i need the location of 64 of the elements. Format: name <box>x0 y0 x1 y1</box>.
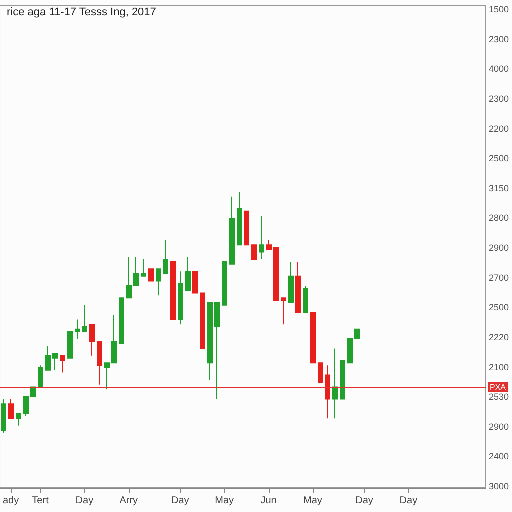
text: 2700 <box>489 272 510 283</box>
candlestick <box>325 365 330 420</box>
candlestick <box>259 216 264 260</box>
candlestick <box>82 304 87 332</box>
candlestick <box>38 365 43 388</box>
text: 2300 <box>489 94 510 104</box>
candlestick <box>60 355 65 374</box>
candlestick <box>244 210 249 246</box>
candlestick <box>281 298 286 326</box>
candlestick <box>170 261 176 320</box>
candlestick <box>156 268 161 296</box>
text: 3000 <box>489 482 510 492</box>
text: 2300 <box>489 34 510 44</box>
text: 2500 <box>489 154 510 164</box>
text: 2900 <box>489 422 510 432</box>
x-tick-label: Day <box>76 496 94 506</box>
candlestick <box>288 261 294 304</box>
x-tick-label: Day <box>400 496 418 506</box>
text: 2900 <box>489 243 510 253</box>
candlestick <box>222 261 227 306</box>
candlestick <box>237 192 242 246</box>
candlestick <box>148 268 154 282</box>
text: 2800 <box>489 213 510 224</box>
ref-line-label: PXA <box>490 382 507 392</box>
x-tick-label: May <box>215 496 234 506</box>
candlestick <box>16 413 21 426</box>
candlestick <box>178 271 183 326</box>
text: 3150 <box>489 183 510 194</box>
text: 2100 <box>489 362 510 372</box>
candlestick <box>163 240 168 274</box>
candlestick <box>97 340 102 386</box>
candlestick <box>192 271 198 294</box>
candlestick <box>185 256 191 292</box>
candlestick <box>303 286 308 314</box>
x-tick-label: Day <box>356 496 374 506</box>
candlestick <box>332 348 338 420</box>
candlestick <box>8 398 14 420</box>
x-tick-label: Tert <box>32 496 50 506</box>
x-tick-label: Arry <box>120 496 138 506</box>
x-tick-label: ady <box>3 496 20 506</box>
candlestick <box>310 312 316 364</box>
text: 1500 <box>489 4 510 14</box>
x-tick-label: May <box>304 496 322 506</box>
candlestick <box>200 292 205 350</box>
candlestick <box>89 324 95 356</box>
text: 2200 <box>489 124 510 134</box>
candlestick <box>318 362 323 383</box>
candlestick <box>340 360 345 400</box>
chart-title: rice aga 11-17 Tesss Ing, 2017 <box>7 6 156 18</box>
candlestick <box>295 261 301 314</box>
candlestick <box>229 196 235 265</box>
x-tick-label: Jun <box>260 496 277 506</box>
text: 4000 <box>489 64 510 74</box>
text: 2530 <box>489 392 510 402</box>
text: 2400 <box>489 452 510 462</box>
candlestick <box>251 244 257 260</box>
text: 2500 <box>489 302 510 313</box>
x-tick-label: Day <box>172 496 190 506</box>
candlestick <box>67 331 73 359</box>
candlestick <box>141 259 146 277</box>
text: 2220 <box>489 332 510 342</box>
candlestick <box>1 398 6 434</box>
candlestick <box>75 319 80 340</box>
candlestick <box>119 298 124 344</box>
